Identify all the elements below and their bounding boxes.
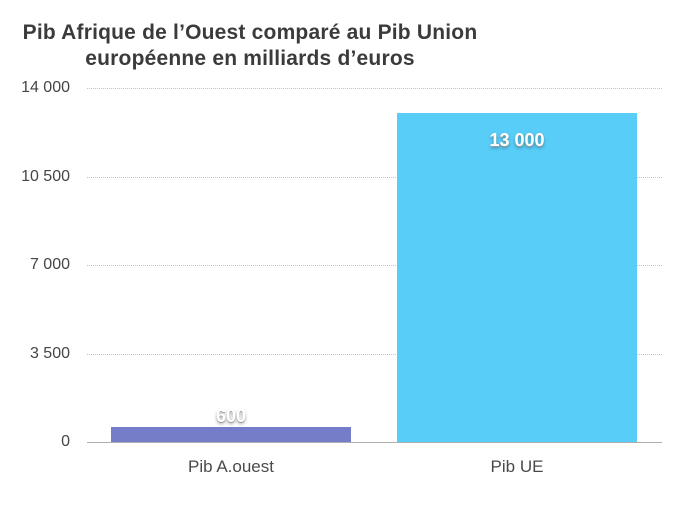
x-category-pib-a-ouest: Pib A.ouest: [187, 457, 274, 476]
value-label-pib-a-ouest: 600: [215, 406, 247, 426]
y-tick-14000: 14 000: [21, 79, 70, 96]
plot-area: 600 13 000: [87, 88, 662, 443]
chart-title-line2: européenne en milliards d’euros: [85, 47, 415, 70]
x-category-pib-ue: Pib UE: [490, 457, 544, 476]
y-tick-7000: 7 000: [29, 256, 70, 273]
y-tick-10500: 10 500: [21, 168, 70, 185]
bar-pib-a-ouest: [111, 427, 351, 442]
bar-group-pib-ue: 13 000: [397, 88, 637, 442]
chart-title: Pib Afrique de l’Ouest comparé au Pib Un…: [0, 20, 500, 72]
value-label-pib-ue: 13 000: [489, 130, 545, 150]
y-tick-3500: 3 500: [29, 345, 70, 362]
gridline-14000: [87, 88, 662, 89]
y-tick-0: 0: [61, 433, 70, 450]
x-axis-line: [87, 442, 662, 443]
gridline-7000: [87, 265, 662, 266]
gridline-10500: [87, 176, 662, 178]
gridline-3500: [87, 353, 662, 355]
bar-pib-ue: [397, 113, 637, 442]
bar-group-pib-a-ouest: 600: [111, 88, 351, 442]
chart-title-line1: Pib Afrique de l’Ouest comparé au Pib Un…: [22, 21, 478, 44]
